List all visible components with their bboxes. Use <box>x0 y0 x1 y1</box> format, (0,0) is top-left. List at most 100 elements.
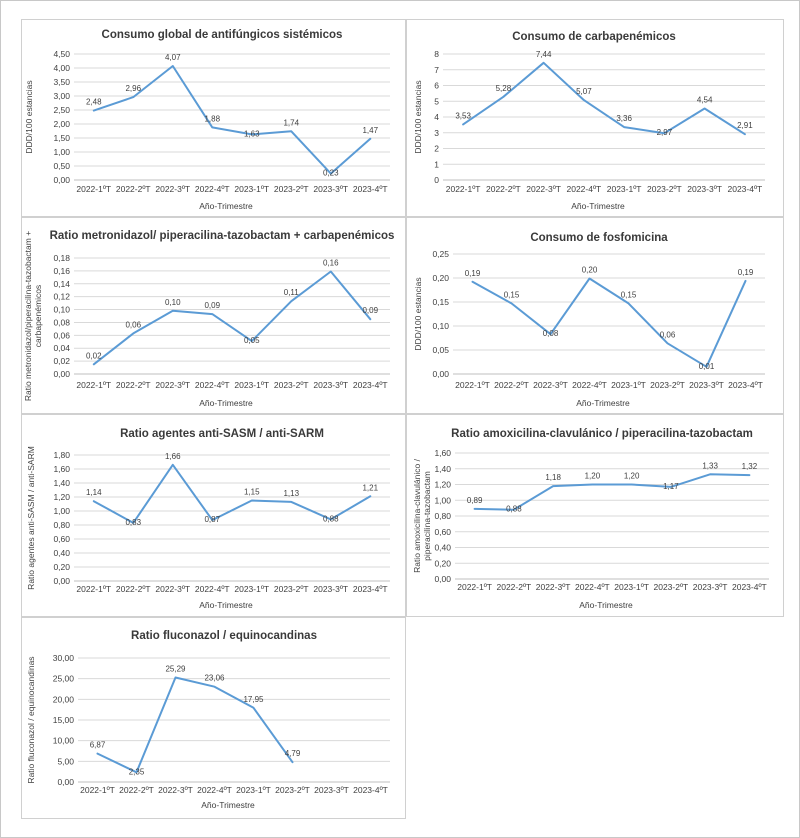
x-tick-label: 2022-4ºT <box>195 584 230 594</box>
y-axis-label: DDD/100 estancias <box>413 277 423 350</box>
data-label: 0,09 <box>362 306 378 315</box>
y-tick-label: 3 <box>434 128 439 138</box>
chart-title: Consumo de fosfomicina <box>530 232 668 244</box>
data-label: 1,15 <box>244 488 260 497</box>
x-tick-label: 2023-3ºT <box>313 380 348 390</box>
data-label: 2,91 <box>737 121 753 130</box>
y-tick-label: 0,14 <box>53 279 70 289</box>
x-tick-label: 2022-1ºT <box>76 584 111 594</box>
y-tick-label: 0,10 <box>53 305 70 315</box>
chart-panel-fosfomicina: Consumo de fosfomicina 0,00 0,05 0,10 0,15 0,… <box>406 217 784 414</box>
data-label: 0,83 <box>125 518 141 527</box>
y-tick-label: 0 <box>434 175 439 185</box>
data-label: 4,07 <box>165 53 181 62</box>
data-label: 0,01 <box>699 362 715 371</box>
data-label: 0,87 <box>204 515 220 524</box>
y-axis-label: Ratio agentes anti-SASM / anti-SARM <box>26 446 36 590</box>
x-tick-label: 2023-4ºT <box>353 584 388 594</box>
chart-svg: Ratio fluconazol / equinocandinas 0,00 5,0… <box>26 630 390 810</box>
chart-panel-carbapenemicos: Consumo de carbapenémicos 0 1 2 3 4 5 6 7 8 2022-1… <box>406 19 784 217</box>
data-label: 0,15 <box>621 290 637 299</box>
data-label: 0,19 <box>738 268 754 277</box>
data-label: 0,88 <box>506 505 522 514</box>
x-tick-label: 2023-4ºT <box>353 380 388 390</box>
chart-svg: Ratio metronidazol/ piperacilina-tazobac… <box>23 230 395 408</box>
chart-title: Ratio metronidazol/ piperacilina-tazobac… <box>50 230 395 242</box>
y-tick-label: 0,10 <box>432 321 449 331</box>
chart-svg: Ratio amoxicilina-clavulánico / piperaci… <box>412 428 769 610</box>
x-tick-label: 2023-1ºT <box>234 380 269 390</box>
data-label: 0,08 <box>543 329 559 338</box>
x-tick-label: 2022-3ºT <box>526 184 561 194</box>
x-tick-label: 2023-2ºT <box>275 785 310 795</box>
y-tick-label: 3,50 <box>53 77 70 87</box>
x-tick-label: 2023-3ºT <box>689 380 724 390</box>
y-tick-label: 0,16 <box>53 266 70 276</box>
x-tick-label: 2023-1ºT <box>234 184 269 194</box>
y-axis-label: Ratio fluconazol / equinocandinas <box>26 656 36 783</box>
data-label: 4,79 <box>285 749 301 758</box>
data-label: 1,17 <box>663 482 679 491</box>
y-tick-label: 0,40 <box>53 548 70 558</box>
data-label: 0,06 <box>660 330 676 339</box>
series-line <box>473 473 751 511</box>
chart-panel-antifungicos: Consumo global de antifúngicos sistémico… <box>21 19 406 217</box>
x-tick-label: 2023-2ºT <box>653 582 688 592</box>
data-label: 2,97 <box>657 128 673 137</box>
x-tick-label: 2022-4ºT <box>572 380 607 390</box>
y-tick-label: 0,18 <box>53 253 70 263</box>
data-label: 1,20 <box>624 472 640 481</box>
y-tick-label: 4,50 <box>53 49 70 59</box>
y-tick-label: 1 <box>434 159 439 169</box>
chart-panel-fluconazol: Ratio fluconazol / equinocandinas 0,00 5,0… <box>21 617 406 819</box>
x-tick-label: 2022-3ºT <box>158 785 193 795</box>
x-tick-label: 2022-3ºT <box>155 584 190 594</box>
x-tick-label: 2023-2ºT <box>650 380 685 390</box>
data-label: 0,10 <box>165 298 181 307</box>
data-label: 17,95 <box>243 695 264 704</box>
y-axis-label: DDD/100 estancias <box>413 80 423 153</box>
series-line <box>92 65 372 175</box>
x-tick-label: 2023-4ºT <box>732 582 767 592</box>
x-tick-label: 2022-2ºT <box>116 584 151 594</box>
x-tick-label: 2022-3ºT <box>536 582 571 592</box>
y-tick-label: 0,12 <box>53 292 70 302</box>
series-line <box>471 277 747 368</box>
x-tick-label: 2023-3ºT <box>693 582 728 592</box>
y-tick-label: 1,50 <box>53 133 70 143</box>
chart-panel-metronidazol: Ratio metronidazol/ piperacilina-tazobac… <box>21 217 406 414</box>
data-label: 1,14 <box>86 488 102 497</box>
x-tick-label: 2022-1ºT <box>80 785 115 795</box>
y-tick-label: 1,40 <box>53 478 70 488</box>
y-tick-label: 1,80 <box>53 450 70 460</box>
y-tick-label: 1,60 <box>53 464 70 474</box>
y-tick-label: 0,00 <box>53 576 70 586</box>
y-tick-label: 0,00 <box>432 369 449 379</box>
x-tick-label: 2022-4ºT <box>195 184 230 194</box>
series-line <box>96 676 294 774</box>
y-tick-label: 1,20 <box>434 480 451 490</box>
y-tick-label: 0,20 <box>432 273 449 283</box>
y-axis-label: Ratio metronidazol/piperacilina-tazobact… <box>23 231 43 401</box>
chart-title: Ratio amoxicilina-clavulánico / piperaci… <box>451 428 753 440</box>
data-label: 1,66 <box>165 452 181 461</box>
x-tick-label: 2023-2ºT <box>647 184 682 194</box>
chart-title: Ratio fluconazol / equinocandinas <box>131 630 317 642</box>
y-tick-label: 0,05 <box>432 345 449 355</box>
x-tick-label: 2023-3ºT <box>313 184 348 194</box>
x-axis-label: Año-Trimestre <box>199 600 253 610</box>
x-tick-label: 2023-2ºT <box>274 380 309 390</box>
x-tick-label: 2022-3ºT <box>155 184 190 194</box>
data-label: 5,07 <box>576 87 592 96</box>
y-tick-label: 5 <box>434 96 439 106</box>
y-tick-label: 0,08 <box>53 317 70 327</box>
y-tick-label: 2 <box>434 144 439 154</box>
x-tick-label: 2023-1ºT <box>234 584 269 594</box>
y-tick-label: 0,00 <box>53 175 70 185</box>
data-label: 1,18 <box>545 473 561 482</box>
x-tick-label: 2023-1ºT <box>611 380 646 390</box>
data-label: 1,88 <box>204 114 220 123</box>
x-tick-label: 2022-3ºT <box>155 380 190 390</box>
x-tick-label: 2023-2ºT <box>274 184 309 194</box>
